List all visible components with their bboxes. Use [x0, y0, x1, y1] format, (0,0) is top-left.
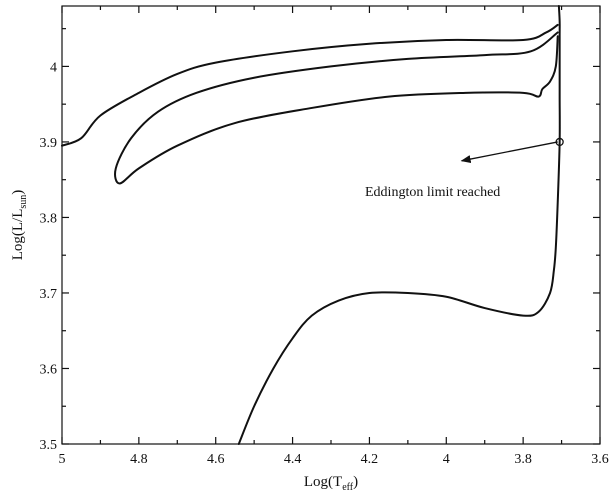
y-tick-label: 3.9	[40, 136, 58, 151]
y-tick-label: 3.7	[40, 287, 58, 302]
x-tick-label: 4	[443, 452, 450, 467]
evolution-tracks	[61, 5, 561, 445]
x-tick-label: 3.6	[591, 452, 609, 467]
eddington-arrow	[460, 141, 558, 163]
annotations: Eddington limit reached	[365, 137, 564, 200]
x-tick-label: 4.2	[361, 452, 379, 467]
y-tick-label: 3.8	[40, 211, 58, 226]
x-axis-ticks: 5 4.8 4.6 4.4 4.2 4 3.8 3.6	[59, 6, 609, 467]
x-tick-label: 4.8	[130, 452, 148, 467]
x-axis-title: Log(Teff)	[304, 474, 358, 493]
plot-frame	[61, 5, 601, 445]
x-tick-label: 3.8	[514, 452, 532, 467]
eddington-label: Eddington limit reached	[365, 185, 500, 200]
y-axis-ticks: 3.5 3.6 3.7 3.8 3.9 4	[40, 28, 600, 453]
series-line-1	[237, 5, 561, 445]
series-line-2	[61, 23, 559, 147]
x-tick-label: 4.6	[207, 452, 225, 467]
series-line-3	[114, 31, 559, 185]
y-axis-title: Log(L/Lsun)	[10, 190, 29, 261]
x-tick-label: 5	[59, 452, 66, 467]
x-tick-label: 4.4	[284, 452, 302, 467]
y-tick-label: 3.6	[40, 362, 58, 377]
y-tick-label: 3.5	[40, 438, 58, 453]
y-tick-label: 4	[50, 60, 57, 75]
